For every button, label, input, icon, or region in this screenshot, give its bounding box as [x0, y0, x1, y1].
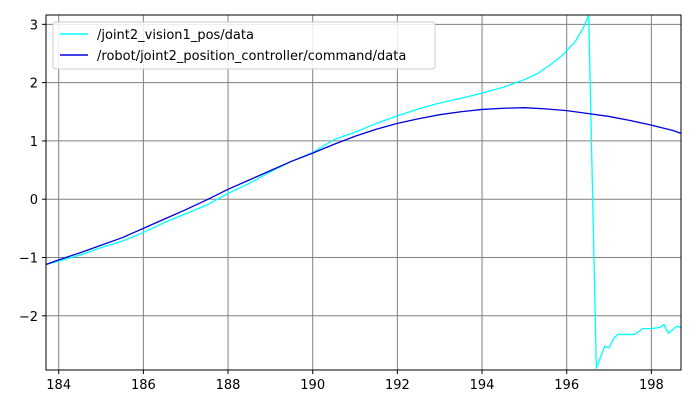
legend-label-vision: /joint2_vision1_pos/data — [97, 28, 254, 43]
x-tick-label: 190 — [300, 378, 325, 393]
x-tick-label: 194 — [470, 378, 495, 393]
grid — [46, 15, 681, 370]
x-tick-label: 198 — [639, 378, 664, 393]
y-tick-label: −1 — [19, 251, 38, 266]
plot-frame — [45, 14, 682, 371]
x-tick-label: 186 — [131, 378, 156, 393]
legend-box — [52, 21, 436, 70]
series-line-command — [46, 107, 681, 266]
ticks: 184 186 188 190 192 194 196 198 −2 −1 0 1 2 3 — [19, 18, 664, 393]
x-tick-label: 184 — [46, 378, 71, 393]
legend: /joint2_vision1_pos/data /robot/joint2_p… — [52, 21, 436, 70]
series-line-vision — [46, 15, 681, 369]
legend-label-command: /robot/joint2_position_controller/comman… — [97, 49, 406, 64]
series-layer — [46, 15, 681, 369]
y-tick-label: 0 — [30, 193, 38, 208]
x-tick-label: 196 — [554, 378, 579, 393]
x-tick-label: 188 — [216, 378, 241, 393]
plot-area — [46, 15, 681, 370]
y-tick-label: 3 — [30, 18, 38, 33]
y-tick-label: 1 — [30, 135, 38, 150]
y-tick-label: −2 — [19, 310, 38, 325]
x-tick-label: 192 — [385, 378, 410, 393]
y-tick-label: 2 — [30, 77, 38, 92]
